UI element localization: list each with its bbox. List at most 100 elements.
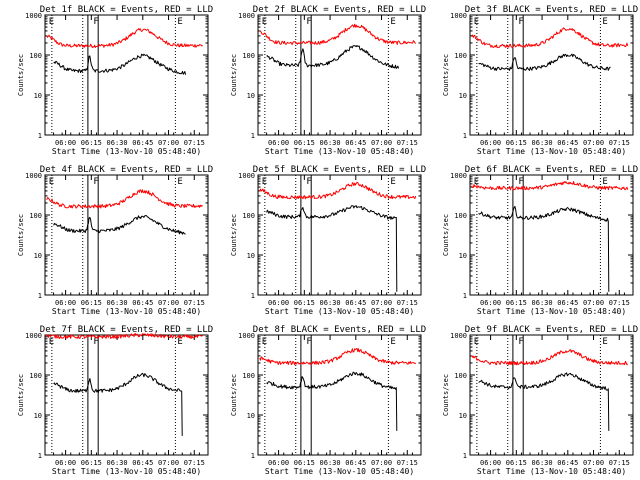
event-marker-label: F <box>306 177 311 187</box>
panel-title: Det 5f BLACK = Events, RED = LLD <box>253 165 426 175</box>
x-axis-label: Start Time (13-Nov-10 05:48:40) <box>265 147 414 156</box>
event-marker-label: E <box>49 177 54 187</box>
y-tick-label: 100 <box>29 372 42 380</box>
event-marker-label: F <box>306 337 311 347</box>
event-marker-label: F <box>93 177 98 187</box>
series-line-events <box>266 371 398 431</box>
plot-frame <box>469 174 634 296</box>
y-tick-label: 1 <box>38 132 42 140</box>
event-marker-label: E <box>474 17 479 27</box>
event-marker-label: F <box>93 337 98 347</box>
x-tick-label: 06:00 <box>480 139 501 147</box>
series-line-lld <box>471 27 629 49</box>
x-axis-label: Start Time (13-Nov-10 05:48:40) <box>477 467 626 476</box>
x-tick-label: 07:15 <box>609 459 630 467</box>
y-tick-label: 1 <box>38 292 42 300</box>
y-tick-label: 100 <box>242 212 255 220</box>
y-axis-label: Counts/sec <box>17 54 25 96</box>
event-marker-label: E <box>474 337 479 347</box>
y-tick-label: 1 <box>463 132 467 140</box>
panel-det-2: Det 2f BLACK = Events, RED = LLD 1 10 100 10… <box>230 5 426 156</box>
x-tick-label: 06:30 <box>320 139 341 147</box>
x-tick-label: 07:00 <box>583 299 604 307</box>
series-line-lld <box>259 181 417 200</box>
x-tick-label: 06:45 <box>345 139 366 147</box>
y-tick-label: 10 <box>459 92 467 100</box>
panel-det-4: Det 4f BLACK = Events, RED = LLD 1 10 100 10… <box>17 165 213 316</box>
plot-frame <box>257 14 422 136</box>
y-axis-label: Counts/sec <box>230 54 238 96</box>
x-tick-label: 07:15 <box>184 459 205 467</box>
x-tick-label: 06:15 <box>81 299 102 307</box>
y-tick-label: 1000 <box>25 172 42 180</box>
plot-frame <box>257 174 422 296</box>
y-axis-label: Counts/sec <box>442 374 450 416</box>
y-tick-label: 100 <box>242 372 255 380</box>
x-tick-label: 06:00 <box>268 459 289 467</box>
x-tick-label: 06:30 <box>320 299 341 307</box>
x-tick-label: 06:45 <box>132 139 153 147</box>
series-line-lld <box>259 347 417 366</box>
panel-det-3: Det 3f BLACK = Events, RED = LLD 1 10 100 10… <box>442 5 638 156</box>
x-tick-label: 07:15 <box>609 139 630 147</box>
event-marker-label: F <box>518 177 523 187</box>
y-axis-label: Counts/sec <box>230 374 238 416</box>
series-line-events <box>266 45 400 69</box>
y-tick-label: 10 <box>459 252 467 260</box>
event-marker-label: E <box>262 337 267 347</box>
y-tick-label: 1 <box>251 452 255 460</box>
plot-frame <box>44 334 209 456</box>
x-axis-label: Start Time (13-Nov-10 05:48:40) <box>52 147 201 156</box>
x-tick-label: 06:30 <box>532 459 553 467</box>
x-tick-label: 06:00 <box>55 459 76 467</box>
event-marker-label: F <box>518 337 523 347</box>
x-tick-label: 07:00 <box>158 139 179 147</box>
x-axis-label: Start Time (13-Nov-10 05:48:40) <box>52 467 201 476</box>
x-tick-label: 06:15 <box>294 299 315 307</box>
y-tick-label: 1000 <box>25 12 42 20</box>
series-line-lld <box>46 28 203 48</box>
event-marker-label: E <box>49 337 54 347</box>
x-tick-label: 06:00 <box>480 299 501 307</box>
y-tick-label: 100 <box>454 372 467 380</box>
event-marker-label: E <box>177 177 182 187</box>
x-tick-label: 06:15 <box>294 139 315 147</box>
x-tick-label: 06:15 <box>81 459 102 467</box>
panel-det-8: Det 8f BLACK = Events, RED = LLD 1 10 100 10… <box>230 325 426 476</box>
panel-title: Det 8f BLACK = Events, RED = LLD <box>253 325 426 335</box>
x-tick-label: 06:15 <box>506 139 527 147</box>
series-line-events <box>478 53 611 71</box>
y-tick-label: 10 <box>459 412 467 420</box>
x-tick-label: 06:00 <box>268 139 289 147</box>
y-axis-label: Counts/sec <box>442 54 450 96</box>
panel-det-7: Det 7f BLACK = Events, RED = LLD 1 10 100 10… <box>17 325 213 476</box>
event-marker-label: E <box>177 337 182 347</box>
y-tick-label: 10 <box>247 412 255 420</box>
event-marker-label: E <box>390 17 395 27</box>
x-tick-label: 06:30 <box>532 299 553 307</box>
panel-title: Det 7f BLACK = Events, RED = LLD <box>40 325 213 335</box>
x-tick-label: 07:00 <box>158 299 179 307</box>
panel-title: Det 4f BLACK = Events, RED = LLD <box>40 165 213 175</box>
event-marker-label: E <box>602 177 607 187</box>
panel-title: Det 3f BLACK = Events, RED = LLD <box>465 5 638 15</box>
x-axis-label: Start Time (13-Nov-10 05:48:40) <box>265 467 414 476</box>
x-axis-label: Start Time (13-Nov-10 05:48:40) <box>52 307 201 316</box>
event-marker-label: E <box>177 17 182 27</box>
y-tick-label: 100 <box>454 212 467 220</box>
plot-frame <box>44 14 209 136</box>
y-axis-label: Counts/sec <box>17 374 25 416</box>
x-tick-label: 06:00 <box>55 139 76 147</box>
event-marker-label: F <box>306 17 311 27</box>
event-marker-label: F <box>93 17 98 27</box>
x-tick-label: 06:00 <box>480 459 501 467</box>
event-marker-label: E <box>602 337 607 347</box>
series-line-lld <box>46 189 203 209</box>
event-marker-label: E <box>474 177 479 187</box>
x-axis-label: Start Time (13-Nov-10 05:48:40) <box>477 307 626 316</box>
series-line-lld <box>259 23 417 46</box>
y-tick-label: 1000 <box>238 172 255 180</box>
series-line-events <box>266 205 398 292</box>
x-tick-label: 07:15 <box>184 139 205 147</box>
event-marker-label: E <box>390 337 395 347</box>
